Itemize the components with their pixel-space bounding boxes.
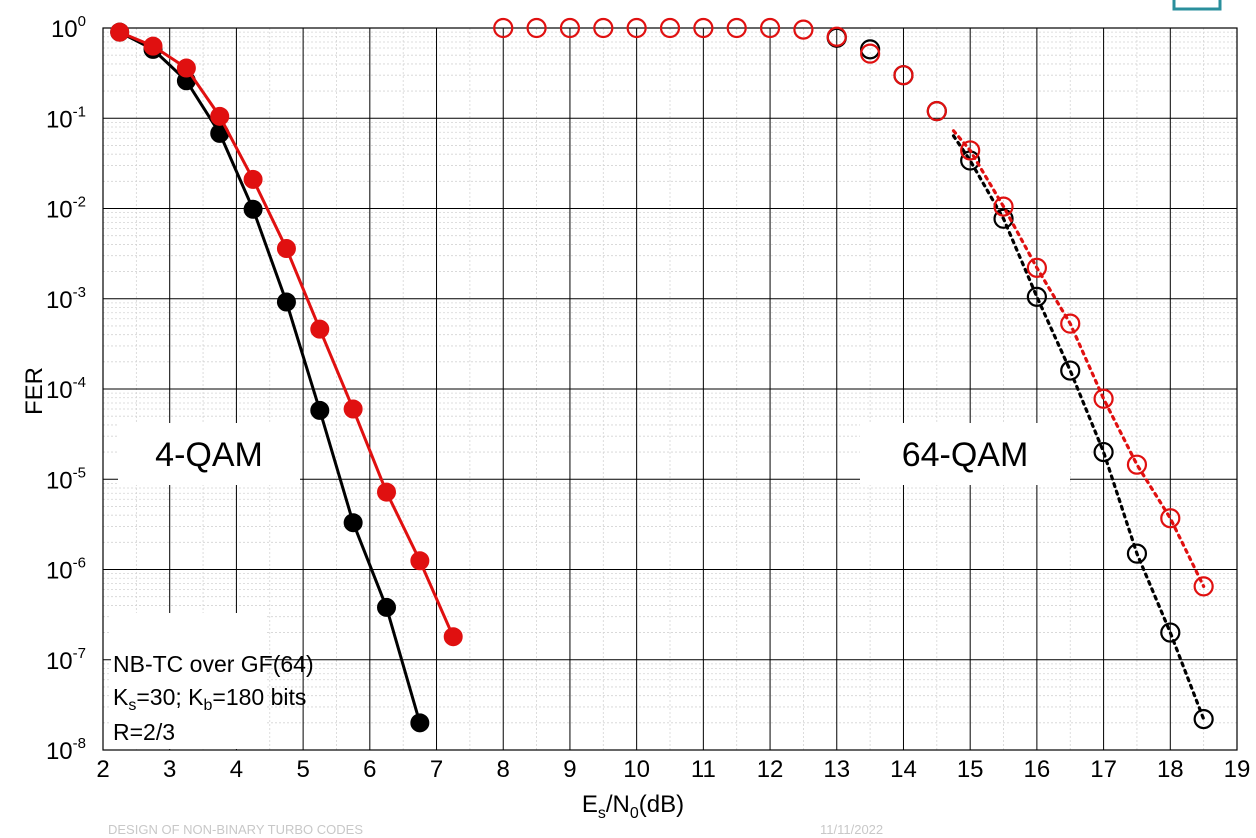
data-point — [276, 292, 296, 312]
x-tick-label: 9 — [563, 756, 576, 783]
data-point — [893, 65, 914, 86]
data-point — [993, 208, 1014, 229]
x-tick-label: 17 — [1090, 756, 1117, 783]
code-info-line2: Ks=30; Kb=180 bits — [113, 684, 306, 714]
data-point — [860, 43, 881, 64]
data-point — [793, 19, 814, 40]
data-point — [343, 513, 363, 533]
data-point — [410, 713, 430, 733]
series-trend-line — [951, 129, 1206, 588]
data-point — [377, 482, 396, 502]
data-point — [276, 239, 296, 259]
data-point — [176, 58, 196, 78]
x-tick-labels: 2 3 4 5 6 7 8 9 10 11 12 13 14 15 16 17 18 19 — [96, 756, 1250, 783]
y-tick-label: 10-4 — [46, 374, 86, 404]
x-tick-label: 19 — [1224, 756, 1251, 783]
data-point — [143, 36, 163, 56]
footer-left: DESIGN OF NON-BINARY TURBO CODES — [108, 822, 363, 837]
data-point — [593, 17, 614, 39]
y-tick-label: 10-5 — [46, 464, 86, 494]
x-tick-label: 4 — [230, 756, 243, 783]
series-1 — [110, 22, 463, 647]
data-point — [1026, 286, 1047, 307]
data-point — [1060, 313, 1081, 334]
x-tick-label: 2 — [96, 756, 109, 783]
code-info-box — [111, 613, 265, 749]
data-point — [310, 319, 330, 339]
data-point — [410, 551, 430, 571]
data-point — [826, 26, 847, 47]
data-point — [1160, 622, 1181, 643]
qam4-label: 4-QAM — [155, 436, 263, 474]
data-point — [1126, 543, 1148, 564]
data-point — [960, 140, 981, 161]
data-point — [759, 17, 781, 39]
qam64-label-box — [860, 423, 1070, 485]
x-tick-label: 6 — [363, 756, 376, 783]
data-point — [1093, 388, 1114, 409]
y-tick-label: 100 — [51, 13, 86, 43]
data-point — [559, 17, 581, 39]
data-point — [926, 101, 947, 122]
qam4-label-box — [118, 423, 300, 485]
data-point — [693, 17, 714, 39]
data-point — [310, 400, 330, 420]
y-tick-label: 10-6 — [46, 555, 86, 585]
x-tick-label: 16 — [1024, 756, 1051, 783]
data-point — [243, 169, 263, 189]
corner-badge — [1172, 0, 1222, 11]
data-point — [1160, 508, 1181, 529]
x-tick-label: 8 — [497, 756, 510, 783]
y-tick-labels: 100 10-1 10-2 10-3 10-4 10-5 10-6 10-7 10-8 — [46, 13, 86, 765]
data-point — [343, 399, 363, 419]
series-3 — [493, 17, 1214, 597]
x-tick-label: 10 — [623, 756, 650, 783]
data-point — [243, 199, 263, 219]
plot-area-frame — [102, 27, 1238, 751]
data-point — [1026, 257, 1047, 278]
code-info-line1: NB-TC over GF(64) — [113, 651, 314, 677]
series-layer — [110, 17, 1214, 733]
series-2 — [826, 27, 1214, 730]
data-point — [1093, 441, 1114, 463]
data-point — [493, 17, 514, 39]
x-tick-label: 3 — [163, 756, 176, 783]
data-point — [1060, 360, 1081, 381]
minor-grid — [103, 28, 1237, 750]
code-info-line3: R=2/3 — [113, 719, 175, 745]
qam64-label: 64-QAM — [902, 436, 1029, 474]
series-line — [118, 30, 422, 724]
y-tick-label: 10-2 — [46, 194, 86, 224]
y-tick-label: 10-1 — [46, 103, 86, 133]
x-tick-label: 14 — [890, 756, 917, 783]
data-point — [110, 22, 130, 42]
x-tick-label: 11 — [691, 756, 716, 783]
footer-right: 11/11/2022 — [820, 822, 883, 837]
data-point — [377, 597, 396, 617]
data-point — [210, 106, 230, 126]
data-point — [1193, 708, 1214, 730]
data-point — [1126, 454, 1148, 475]
data-point — [993, 196, 1014, 217]
y-tick-label: 10-7 — [46, 645, 86, 675]
data-point — [526, 17, 547, 39]
x-tick-label: 13 — [823, 756, 850, 783]
data-point — [626, 17, 647, 39]
x-tick-label: 18 — [1157, 756, 1184, 783]
x-axis-title: Es/N0(dB) — [582, 791, 684, 822]
series-trend-line — [951, 134, 1206, 721]
x-tick-label: 15 — [957, 756, 984, 783]
y-axis-title: FER — [21, 367, 48, 415]
data-point — [443, 627, 463, 647]
y-tick-label: 10-8 — [46, 735, 86, 765]
x-tick-label: 5 — [296, 756, 309, 783]
x-tick-label: 12 — [757, 756, 784, 783]
data-point — [659, 17, 681, 39]
data-point — [1193, 576, 1214, 597]
major-grid — [103, 28, 1237, 750]
data-point — [726, 17, 747, 39]
x-tick-label: 7 — [430, 756, 443, 783]
y-tick-label: 10-3 — [46, 284, 86, 314]
